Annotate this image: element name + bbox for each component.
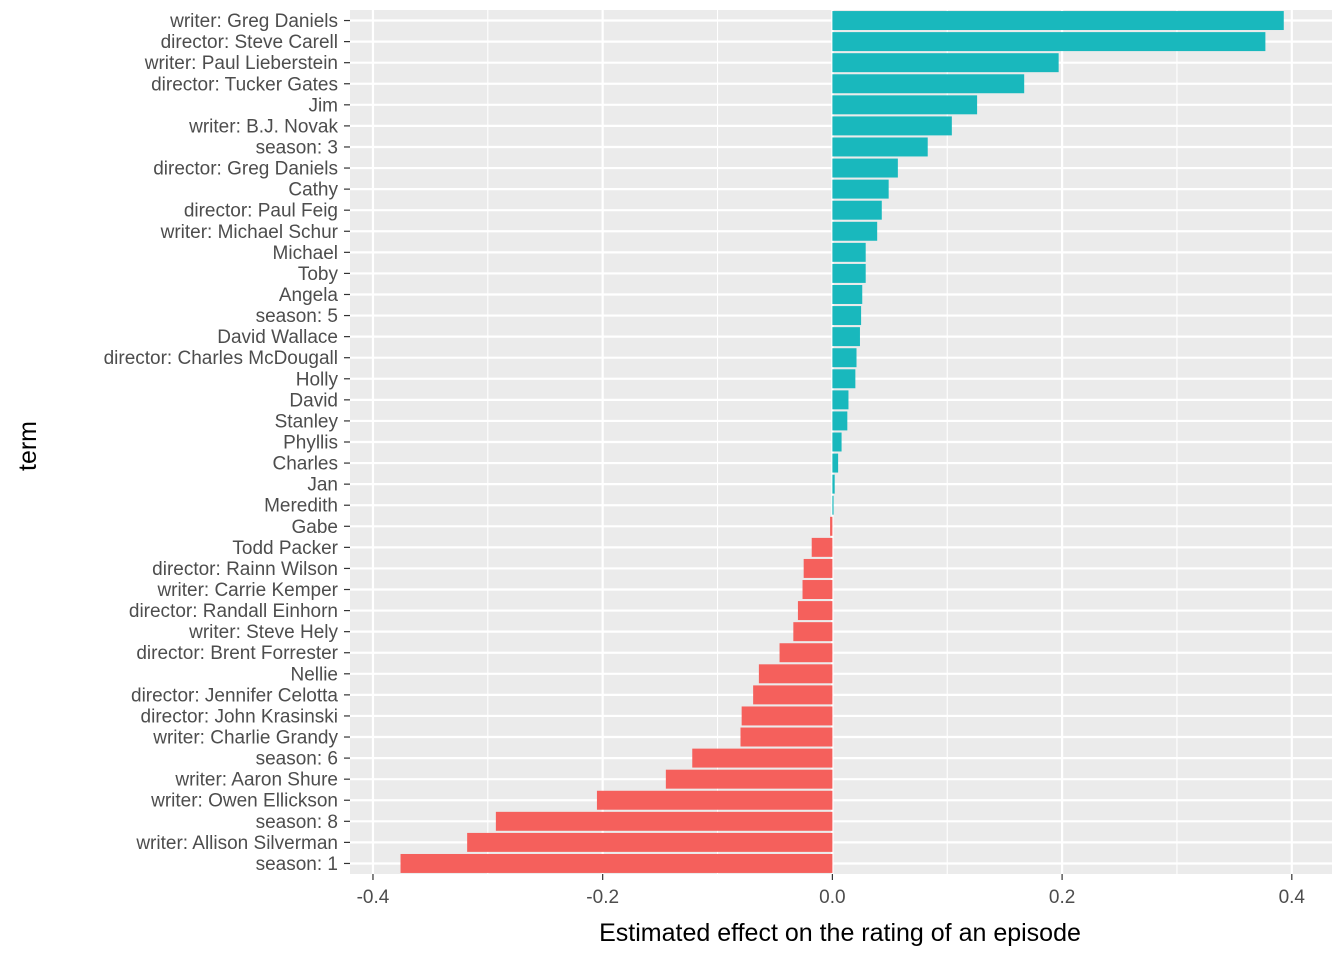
y-tick-label: director: Charles McDougall [104, 348, 338, 369]
bar [832, 390, 849, 410]
bar [832, 200, 882, 220]
y-tick-label: Phyllis [283, 433, 338, 454]
y-tick-label: director: Steve Carell [161, 32, 338, 53]
bar [832, 348, 857, 368]
bar [832, 95, 978, 115]
y-tick-label: Stanley [275, 411, 339, 432]
y-tick-label: season: 5 [256, 306, 338, 327]
bar [802, 580, 833, 599]
bar [832, 53, 1059, 73]
bar [832, 453, 839, 473]
bar [832, 74, 1025, 94]
y-tick-label: director: Jennifer Celotta [131, 685, 338, 706]
y-tick-label: director: Rainn Wilson [152, 559, 338, 580]
x-tick-label: 0.2 [1049, 887, 1075, 908]
bar [832, 474, 835, 494]
y-tick-label: Angela [279, 285, 339, 306]
bar [832, 306, 862, 326]
y-tick-label: director: Paul Feig [184, 201, 338, 222]
x-axis: -0.4 -0.2 0.0 0.2 0.4 [357, 874, 1306, 908]
bar [758, 664, 833, 684]
bar [596, 790, 833, 810]
bar [832, 369, 856, 389]
y-tick-label: Nellie [290, 664, 338, 685]
y-tick-label: writer: Aaron Shure [174, 770, 338, 791]
bar [779, 643, 833, 663]
y-tick-label: writer: Carrie Kemper [156, 580, 338, 601]
bar [740, 727, 833, 747]
bar [832, 432, 842, 452]
y-tick-label: director: Tucker Gates [151, 74, 338, 95]
y-tick-label: writer: Paul Lieberstein [144, 53, 338, 74]
y-tick-label: writer: Owen Ellickson [150, 791, 338, 812]
y-axis-title: term [14, 421, 42, 471]
y-tick-label: writer: B.J. Novak [188, 116, 338, 137]
bar [832, 495, 834, 515]
y-tick-label: writer: Allison Silverman [135, 833, 338, 854]
y-tick-label: Gabe [292, 517, 338, 538]
y-tick-label: David Wallace [217, 327, 338, 348]
y-tick-label: Holly [296, 369, 339, 390]
bar [495, 811, 833, 831]
y-tick-label: season: 1 [256, 854, 338, 875]
y-tick-label: season: 6 [256, 749, 338, 770]
y-tick-label: Charles [273, 454, 338, 475]
y-tick-label: Toby [298, 264, 339, 285]
bar [832, 179, 889, 199]
bar [803, 558, 833, 578]
y-tick-label: writer: Charlie Grandy [152, 728, 338, 749]
y-tick-label: writer: Michael Schur [160, 222, 339, 243]
bar [832, 263, 866, 283]
bar [832, 285, 863, 304]
y-tick-label: director: Greg Daniels [153, 159, 338, 180]
x-tick-label: -0.4 [357, 887, 390, 908]
bar [832, 158, 898, 178]
y-tick-label: Jim [308, 95, 338, 116]
y-tick-label: writer: Steve Hely [188, 622, 338, 643]
bar [832, 11, 1284, 31]
bar [793, 622, 833, 642]
y-tick-label: Cathy [288, 180, 338, 201]
y-tick-label: writer: Greg Daniels [169, 11, 338, 32]
bar [832, 32, 1266, 52]
bar [832, 137, 928, 157]
y-tick-label: director: Randall Einhorn [129, 601, 338, 622]
y-tick-label: season: 3 [256, 137, 338, 158]
bar [832, 242, 866, 262]
bar [832, 116, 952, 136]
bar [753, 685, 833, 705]
bar [832, 411, 848, 431]
bar [811, 537, 833, 557]
x-tick-label: -0.2 [586, 887, 619, 908]
bar [665, 769, 833, 789]
y-tick-label: Jan [307, 475, 338, 496]
y-tick-label: director: John Krasinski [141, 706, 338, 727]
y-tick-label: season: 8 [256, 812, 338, 833]
bar [832, 221, 878, 241]
x-axis-title: Estimated effect on the rating of an epi… [599, 919, 1081, 947]
y-tick-label: Meredith [264, 496, 338, 517]
y-tick-label: David [289, 390, 338, 411]
bar [400, 853, 833, 873]
y-tick-label: Todd Packer [232, 538, 338, 559]
bars [400, 11, 1284, 873]
bar [830, 516, 833, 536]
y-tick-label: Michael [273, 243, 338, 264]
y-tick-label: director: Brent Forrester [136, 643, 338, 664]
bar [741, 706, 833, 726]
x-tick-label: 0.4 [1279, 887, 1306, 908]
x-tick-label: 0.0 [819, 887, 845, 908]
bar [797, 601, 833, 621]
bar [692, 748, 833, 768]
bar [832, 327, 860, 347]
bar [467, 832, 833, 852]
